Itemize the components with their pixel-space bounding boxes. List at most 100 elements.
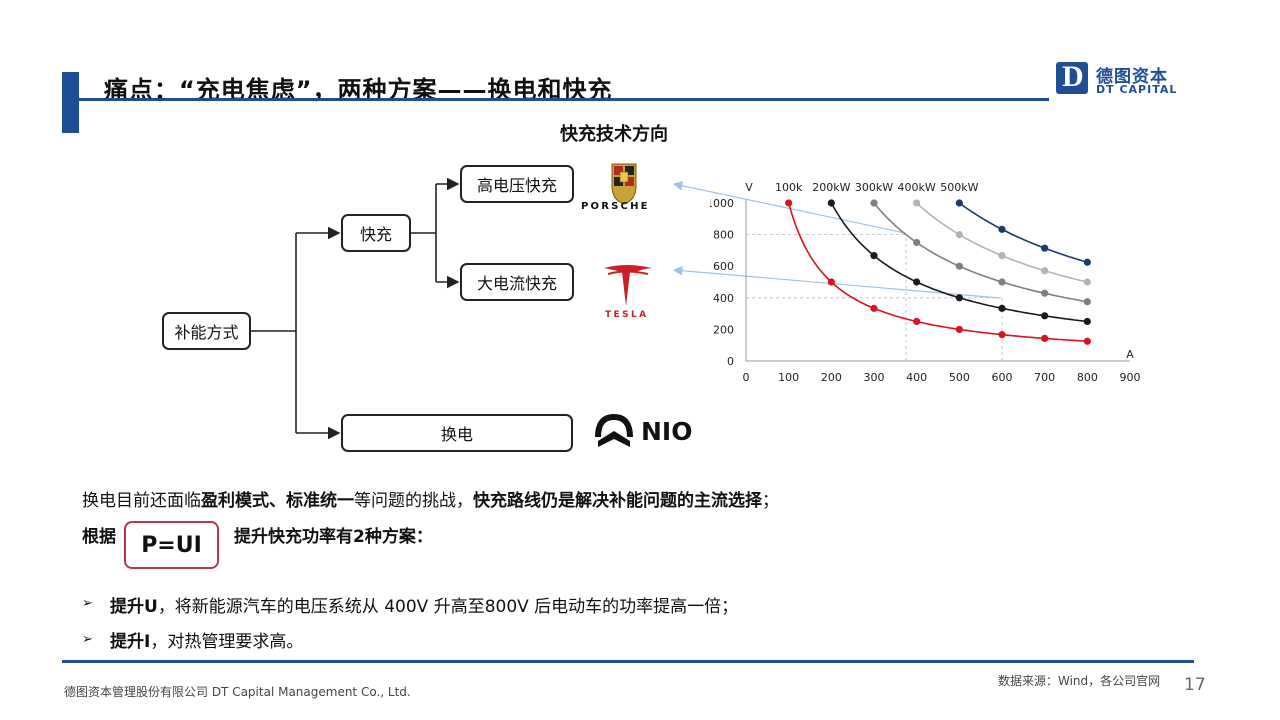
tesla-t-icon	[604, 265, 652, 306]
y-tick-label: 800	[713, 229, 734, 242]
x-tick-label: 600	[992, 371, 1013, 384]
x-tick-label: 900	[1120, 371, 1141, 384]
data-point-300kW	[1041, 289, 1049, 297]
x-tick-label: 0	[743, 371, 750, 384]
data-point-400kW	[998, 252, 1006, 260]
data-point-400kW	[1041, 267, 1049, 275]
node-high-current: 大电流快充	[460, 263, 574, 301]
data-point-200kW	[955, 294, 963, 302]
data-point-200kW	[870, 252, 878, 260]
y-tick-label: 400	[713, 292, 734, 305]
bullet-raise-voltage: 提升U，将新能源汽车的电压系统从 400V 升高至800V 后电动车的功率提高一…	[110, 592, 738, 617]
x-tick-label: 400	[906, 371, 927, 384]
series-label-300kW: 300kW	[855, 181, 893, 194]
y-tick-label: 0	[727, 355, 734, 368]
series-label-100k: 100k	[775, 181, 803, 194]
summary-bold-2: 快充路线仍是解决补能问题的主流选择	[473, 491, 762, 511]
diagram-heading: 快充技术方向	[560, 124, 668, 145]
series-label-500kW: 500kW	[940, 181, 978, 194]
data-point-300kW	[913, 238, 921, 247]
porsche-wordmark: PORSCHE	[581, 201, 650, 212]
data-point-300kW	[998, 278, 1006, 286]
data-point-100k	[1083, 337, 1091, 345]
node-high-voltage: 高电压快充	[460, 165, 574, 203]
data-point-100k	[955, 325, 963, 333]
nio-emblem-icon	[595, 413, 633, 447]
title-accent-bar	[62, 72, 79, 133]
bullet-2-text: ，对热管理要求高。	[150, 632, 304, 652]
data-point-100k	[913, 317, 921, 326]
data-point-500kW	[998, 225, 1006, 233]
data-point-400kW	[913, 199, 921, 207]
data-source: 数据来源：Wind，各公司官网	[998, 674, 1161, 688]
bullet-2-bold: 提升I	[110, 632, 151, 652]
y-axis-label: V	[745, 181, 753, 194]
node-root: 补能方式	[162, 312, 251, 350]
bullet-1-bold: 提升U	[110, 597, 158, 617]
data-point-400kW	[955, 231, 963, 239]
series-line-400kW	[916, 202, 1088, 283]
series-line-500kW	[958, 202, 1088, 264]
porsche-logo: PORSCHE	[578, 160, 670, 216]
x-tick-label: 200	[821, 371, 842, 384]
summary-bold-1: 盈利模式、标准统一	[201, 491, 354, 511]
y-tick-label: 1000	[710, 197, 734, 210]
x-tick-label: 100	[778, 371, 799, 384]
tesla-wordmark: TESLA	[605, 310, 649, 320]
data-point-500kW	[955, 199, 963, 207]
x-tick-label: 500	[949, 371, 970, 384]
summary-part-3: ；	[762, 491, 779, 511]
logo-english-name: DT CAPITAL	[1096, 83, 1178, 96]
formula-box: P=UI	[124, 521, 219, 569]
data-point-400kW	[1083, 278, 1091, 286]
bullet-1-text: ，将新能源汽车的电压系统从 400V 升高至800V 后电动车的功率提高一倍；	[157, 597, 739, 617]
porsche-crest-icon	[611, 163, 637, 205]
data-point-300kW	[1083, 298, 1091, 306]
voltage-current-chart: 0 100 200 300 400 500 600 700 800 900 0 200 400 600 80…	[710, 181, 1141, 384]
data-point-100k	[870, 304, 878, 312]
logo-letter: D	[1062, 60, 1084, 93]
node-fast-charge: 快充	[341, 214, 411, 252]
footer-rule	[62, 660, 1194, 663]
tesla-logo: TESLA	[596, 262, 660, 324]
x-axis-label: A	[1126, 348, 1134, 361]
x-tick-label: 800	[1077, 371, 1098, 384]
series-label-400kW: 400kW	[898, 181, 936, 194]
data-point-100k	[827, 278, 835, 286]
nio-wordmark: NIO	[641, 417, 693, 446]
x-tick-label: 300	[864, 371, 885, 384]
summary-line: 换电目前还面临盈利模式、标准统一等问题的挑战，快充路线仍是解决补能问题的主流选择…	[82, 486, 779, 511]
data-point-300kW	[955, 262, 963, 270]
company-logo: D 德图资本 DT CAPITAL	[1056, 60, 1206, 98]
node-battery-swap: 换电	[341, 414, 573, 452]
data-point-100k	[998, 331, 1006, 339]
data-point-200kW	[913, 278, 921, 286]
data-point-200kW	[998, 304, 1006, 312]
summary-part-2: 等问题的挑战，	[354, 491, 473, 511]
according-text: 根据	[82, 527, 116, 547]
y-tick-label: 200	[713, 323, 734, 336]
according-label: 根据	[82, 522, 116, 547]
two-schemes-label: 提升快充功率有2种方案：	[234, 522, 433, 547]
page-number: 17	[1184, 675, 1206, 695]
x-tick-label: 700	[1034, 371, 1055, 384]
title-underline	[79, 98, 1049, 101]
data-point-200kW	[827, 199, 835, 207]
series-line-100k	[787, 202, 1088, 343]
logo-chinese-name: 德图资本	[1096, 67, 1168, 87]
two-schemes-text: 提升快充功率有2种方案：	[234, 527, 433, 547]
bullet-arrow-icon: ➢	[82, 632, 93, 647]
data-point-200kW	[1041, 312, 1049, 320]
series-line-200kW	[830, 202, 1088, 323]
data-point-500kW	[1041, 244, 1049, 252]
data-point-500kW	[1083, 258, 1091, 266]
y-tick-label: 600	[713, 260, 734, 273]
series-line-300kW	[873, 202, 1088, 303]
summary-part-1: 换电目前还面临	[82, 491, 201, 511]
data-point-100k	[1041, 334, 1049, 343]
logo-mark-icon: D	[1056, 60, 1088, 94]
bullet-arrow-icon: ➢	[82, 596, 93, 611]
footer-company: 德图资本管理股份有限公司 DT Capital Management Co., …	[64, 685, 411, 699]
series-label-200kW: 200kW	[812, 181, 850, 194]
bullet-raise-current: 提升I，对热管理要求高。	[110, 627, 303, 652]
